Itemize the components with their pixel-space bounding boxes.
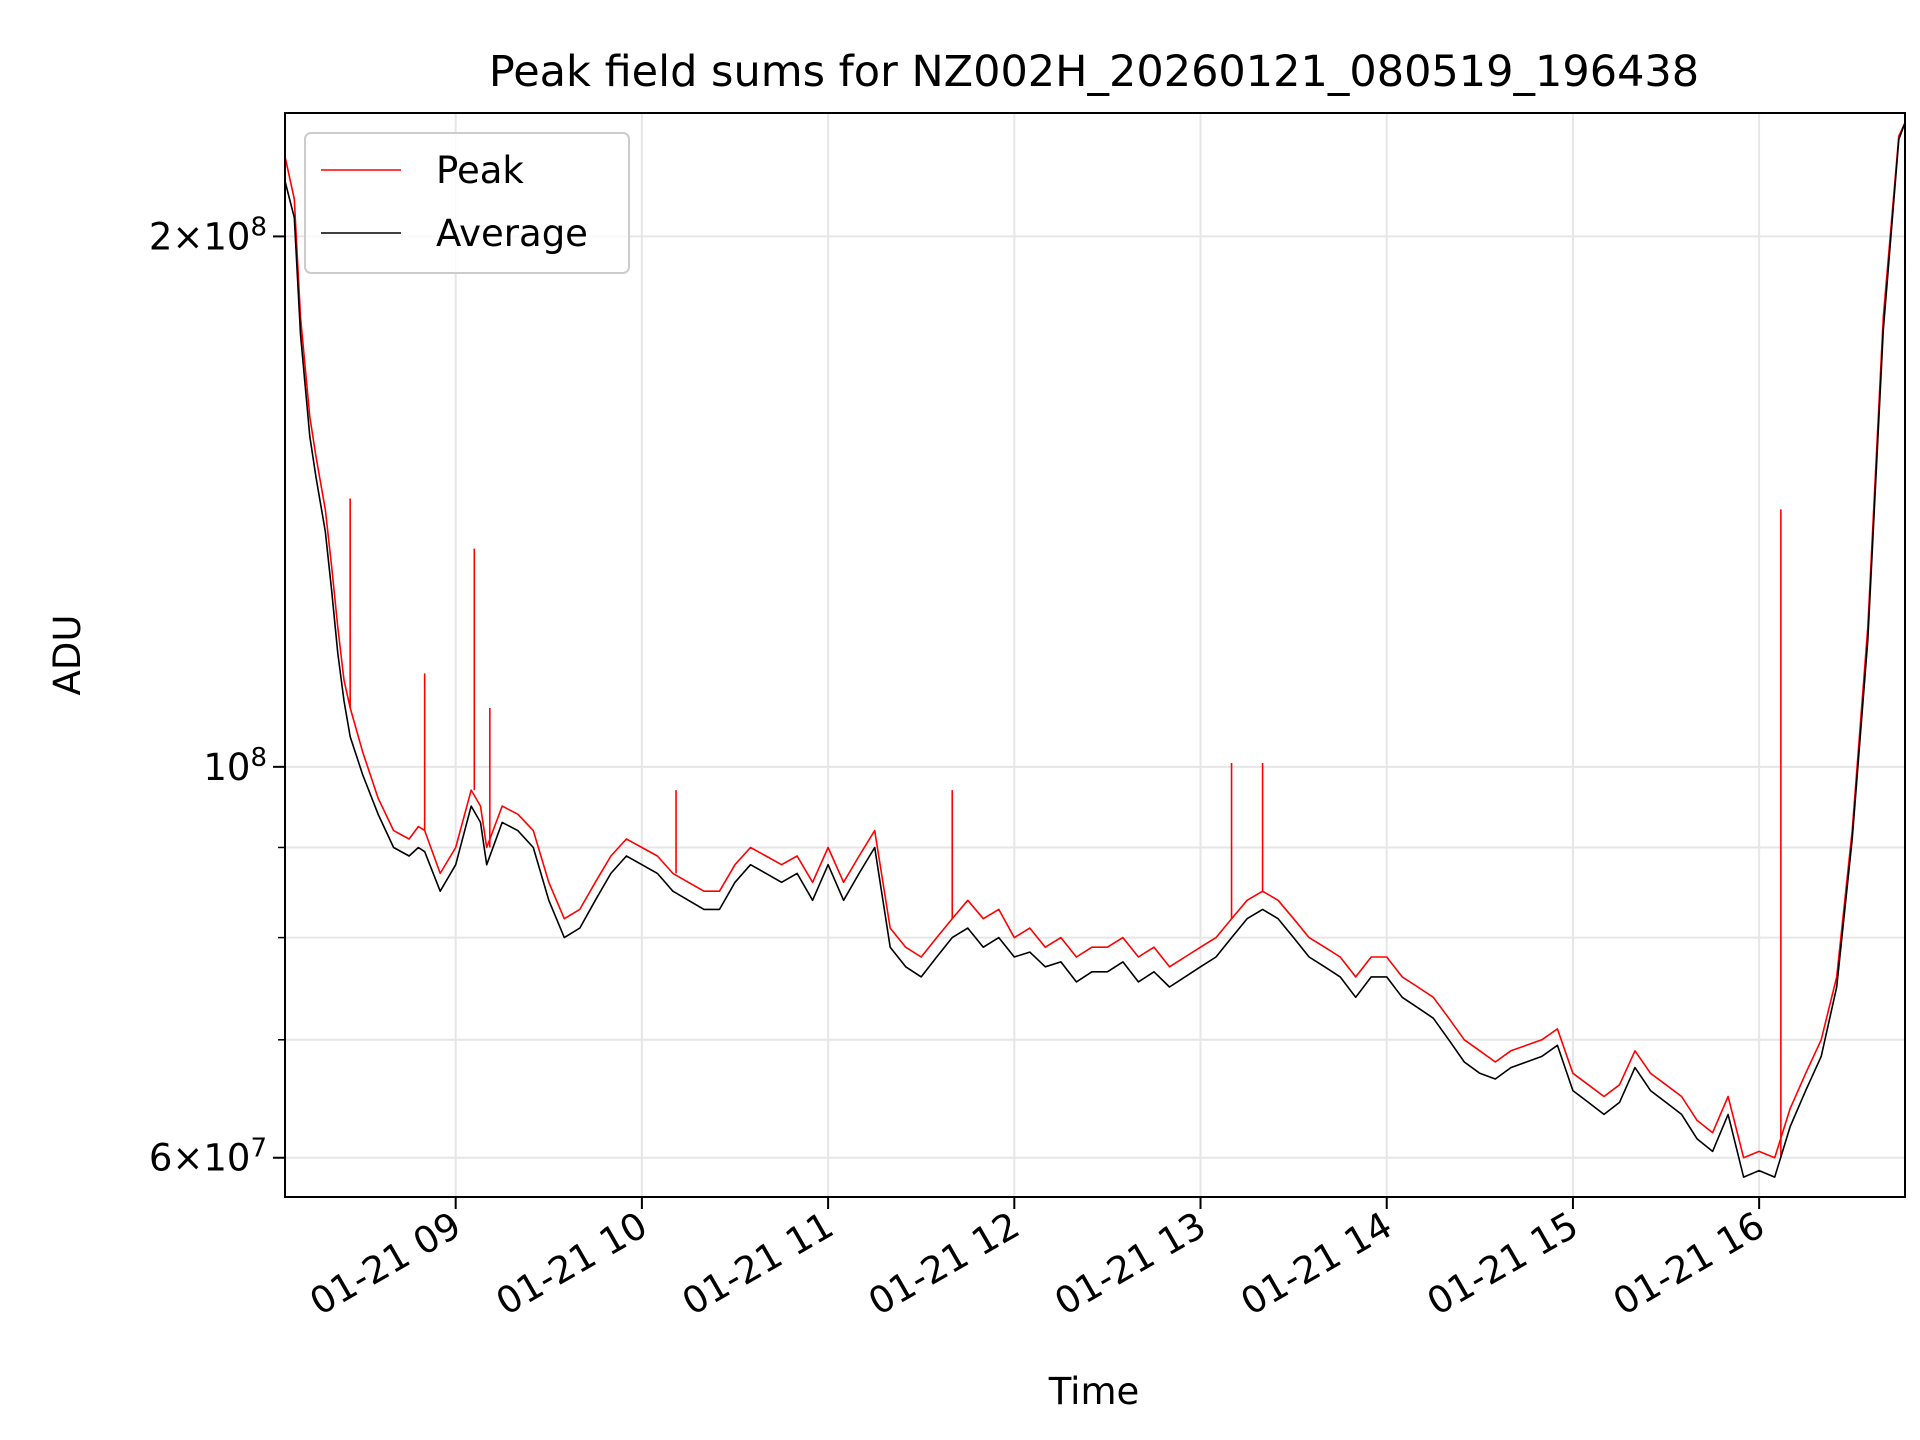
series-line-peak xyxy=(285,122,1905,1159)
y-tick-label: 6×107 xyxy=(149,1134,267,1180)
plot-frame xyxy=(284,112,1906,1198)
y-axis: 6×107 108 2×108 xyxy=(149,212,285,1180)
y-tick-label: 108 xyxy=(203,743,267,789)
legend-box xyxy=(304,132,630,274)
legend-label-average: Average xyxy=(436,212,588,255)
legend: Peak Average xyxy=(304,132,630,274)
plot-lines xyxy=(285,122,1905,1178)
y-axis-label: ADU xyxy=(46,615,89,696)
x-axis-label: Time xyxy=(1048,1370,1140,1413)
chart-title: Peak field sums for NZ002H_20260121_0805… xyxy=(489,47,1699,97)
legend-label-peak: Peak xyxy=(436,149,524,192)
series-line-average xyxy=(285,122,1905,1178)
y-tick-label: 2×108 xyxy=(149,212,267,258)
